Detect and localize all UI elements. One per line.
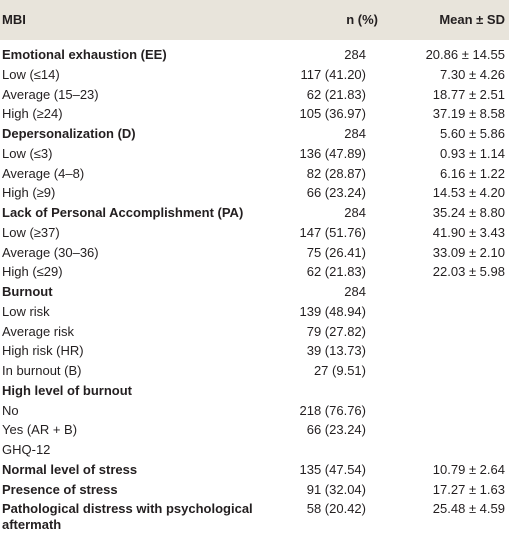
cell-mean: 37.19 ± 8.58	[432, 106, 505, 122]
cell-label: Low risk	[2, 303, 50, 319]
cell-n: 39 (13.73)	[306, 343, 366, 359]
cell-mean: 35.24 ± 8.80	[432, 205, 505, 220]
cell-mean: 6.16 ± 1.22	[440, 165, 505, 181]
header-cell: n (%)	[346, 12, 378, 27]
cell-n: 91 (32.04)	[306, 481, 366, 497]
header-cell: MBI	[2, 12, 26, 27]
cell-n: 117 (41.20)	[300, 66, 366, 82]
cell-mean: 10.79 ± 2.64	[432, 461, 505, 477]
cell-label: High (≤29)	[2, 264, 63, 280]
cell-n: 79 (27.82)	[306, 323, 366, 339]
cell-n: 136 (47.89)	[299, 145, 367, 161]
cell-label: High risk (HR)	[2, 343, 84, 359]
cell-label: Low (≤3)	[2, 145, 53, 161]
cell-n: 284	[344, 284, 366, 299]
cell-n: 218 (76.76)	[299, 402, 367, 418]
cell-n: 58 (20.42)	[306, 501, 366, 517]
cell-mean: 41.90 ± 3.43	[432, 224, 505, 240]
cell-mean: 7.30 ± 4.26	[440, 66, 505, 82]
cell-label: Low (≤14)	[2, 66, 60, 82]
table-header: MBI n (%) Mean ± SD	[0, 0, 509, 40]
cell-mean: 0.93 ± 1.14	[440, 145, 505, 161]
cell-label: In burnout (B)	[2, 363, 82, 378]
cell-label: No	[2, 402, 19, 418]
cell-n: 66 (23.24)	[306, 185, 366, 201]
cell-label: Lack of Personal Accomplishment (PA)	[2, 205, 244, 220]
cell-mean: 14.53 ± 4.20	[432, 185, 505, 201]
cell-label: Average (30–36)	[2, 244, 99, 260]
cell-mean: 20.86 ± 14.55	[425, 47, 505, 62]
cell-label: Average (4–8)	[2, 165, 85, 181]
cell-label: Average risk	[2, 323, 75, 339]
cell-label: Burnout	[2, 284, 53, 299]
cell-n: 284	[344, 205, 366, 220]
cell-label: Yes (AR + B)	[2, 422, 78, 438]
cell-label: Low (≥37)	[2, 224, 60, 240]
cell-mean: 33.09 ± 2.10	[432, 244, 505, 260]
cell-label: Normal level of stress	[2, 461, 138, 477]
cell-label: Average (15–23)	[2, 86, 99, 102]
cell-n: 284	[344, 47, 366, 62]
cell-mean: 17.27 ± 1.63	[432, 481, 505, 497]
cell-label: Depersonalization (D)	[2, 126, 136, 141]
cell-label: Emotional exhaustion (EE)	[2, 47, 167, 62]
cell-n: 66 (23.24)	[306, 422, 366, 438]
cell-n: 135 (47.54)	[299, 461, 367, 477]
cell-label: GHQ-12	[2, 442, 51, 457]
cell-n: 147 (51.76)	[299, 224, 367, 240]
header-cell: Mean ± SD	[439, 12, 505, 27]
cell-n: 139 (48.94)	[299, 303, 367, 319]
cell-n: 75 (26.41)	[306, 244, 366, 260]
cell-mean: 22.03 ± 5.98	[432, 264, 505, 280]
cell-label: High level of burnout	[2, 382, 132, 398]
cell-label: High (≥9)	[2, 185, 56, 201]
cell-mean: 18.77 ± 2.51	[432, 86, 505, 102]
cell-n: 27 (9.51)	[313, 363, 366, 378]
cell-label: Presence of stress	[2, 481, 118, 497]
cell-n: 62 (21.83)	[306, 264, 366, 280]
cell-n: 82 (28.87)	[306, 165, 366, 181]
cell-label: High (≥24)	[2, 106, 63, 122]
cell-n: 284	[344, 126, 366, 141]
cell-n: 105 (36.97)	[299, 106, 367, 122]
cell-mean: 5.60 ± 5.86	[440, 126, 505, 141]
cell-mean: 25.48 ± 4.59	[432, 501, 505, 517]
cell-n: 62 (21.83)	[306, 86, 366, 102]
cell-label: Pathological distress with psychological…	[2, 501, 253, 533]
